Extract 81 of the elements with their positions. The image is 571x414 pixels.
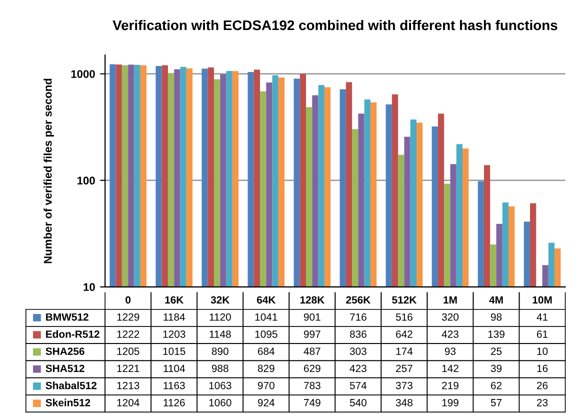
data-label: 57 bbox=[490, 399, 502, 406]
data-label: 62 bbox=[490, 382, 502, 390]
x-tick-label: 16K bbox=[165, 296, 184, 304]
data-label: 199 bbox=[442, 398, 458, 406]
data-label: 373 bbox=[396, 382, 412, 390]
data-label: 23 bbox=[537, 398, 548, 406]
data-label: 348 bbox=[396, 398, 412, 406]
data-label: 16 bbox=[537, 364, 548, 372]
data-label: 1222 bbox=[117, 330, 140, 338]
data-label: 1060 bbox=[209, 398, 232, 406]
chart-title: Verification with ECDSA192 combined with different hash functions bbox=[112, 20, 558, 30]
data-label: 829 bbox=[258, 364, 274, 372]
data-label: 901 bbox=[304, 313, 320, 321]
data-label: 1163 bbox=[164, 382, 185, 390]
y-tick-label: 1000 bbox=[71, 70, 95, 78]
data-label: 61 bbox=[537, 330, 548, 338]
data-label: 26 bbox=[537, 382, 548, 390]
data-label: 1120 bbox=[210, 313, 231, 321]
data-label: 423 bbox=[442, 330, 458, 338]
data-label: 174 bbox=[396, 348, 413, 355]
data-label: 749 bbox=[304, 398, 320, 406]
legend-label: SHA256 bbox=[46, 348, 84, 355]
data-label: 1095 bbox=[255, 330, 278, 338]
data-label: 1229 bbox=[117, 313, 140, 321]
data-label: 997 bbox=[304, 330, 320, 338]
data-label: 890 bbox=[212, 348, 228, 355]
data-label: 1126 bbox=[164, 398, 185, 406]
data-label: 219 bbox=[442, 382, 458, 390]
x-tick-label: 128K bbox=[300, 296, 325, 304]
data-label: 716 bbox=[350, 313, 366, 321]
data-label: 574 bbox=[350, 382, 367, 390]
data-label: 303 bbox=[350, 348, 366, 355]
data-label: 1104 bbox=[164, 364, 185, 372]
data-label: 39 bbox=[490, 364, 502, 372]
y-tick-label: 10 bbox=[84, 283, 95, 292]
data-label: 93 bbox=[444, 348, 456, 355]
data-label: 684 bbox=[258, 348, 275, 355]
x-tick-label: 64K bbox=[256, 296, 276, 304]
data-label: 1205 bbox=[117, 348, 140, 355]
data-label: 1203 bbox=[163, 330, 186, 338]
data-label: 540 bbox=[350, 398, 366, 406]
legend-label: Shabal512 bbox=[46, 382, 96, 390]
data-label: 1148 bbox=[210, 330, 231, 338]
data-label: 836 bbox=[350, 330, 366, 338]
data-label: 257 bbox=[396, 364, 412, 372]
data-label: 423 bbox=[350, 364, 366, 372]
data-label: 1041 bbox=[255, 313, 278, 321]
data-label: 1204 bbox=[117, 398, 140, 406]
data-label: 98 bbox=[490, 313, 502, 321]
data-label: 41 bbox=[536, 313, 548, 321]
data-label: 924 bbox=[258, 398, 275, 406]
data-label: 25 bbox=[490, 348, 502, 355]
x-tick-label: 256K bbox=[346, 296, 371, 304]
x-tick-label: 4M bbox=[489, 296, 503, 304]
data-label: 516 bbox=[396, 313, 412, 321]
data-label: 1213 bbox=[117, 382, 140, 390]
data-label: 142 bbox=[442, 364, 458, 372]
data-label: 10 bbox=[537, 348, 548, 355]
data-label: 629 bbox=[304, 364, 320, 372]
data-label: 988 bbox=[212, 364, 228, 372]
data-label: 642 bbox=[396, 330, 412, 338]
legend-label: BMW512 bbox=[46, 313, 88, 321]
x-tick-label: 32K bbox=[210, 296, 230, 304]
data-label: 1184 bbox=[164, 313, 185, 321]
legend-label: Skein512 bbox=[46, 398, 90, 406]
legend-label: SHA512 bbox=[46, 364, 84, 372]
data-label: 320 bbox=[442, 313, 459, 321]
data-label: 1221 bbox=[117, 364, 140, 372]
data-label: 783 bbox=[304, 382, 320, 390]
data-label: 970 bbox=[258, 382, 274, 390]
legend-label: Edon-R512 bbox=[46, 330, 100, 338]
x-tick-label: 0 bbox=[126, 296, 131, 304]
data-label: 1015 bbox=[163, 348, 186, 355]
x-tick-label: 1M bbox=[444, 296, 457, 304]
data-label: 139 bbox=[488, 330, 504, 338]
y-axis-title: Number of verified files per second bbox=[44, 78, 54, 264]
data-label: 1063 bbox=[209, 382, 232, 390]
x-tick-label: 10M bbox=[532, 296, 552, 304]
x-tick-label: 512K bbox=[392, 296, 417, 304]
y-tick-label: 100 bbox=[78, 176, 95, 184]
data-label: 487 bbox=[304, 348, 320, 355]
